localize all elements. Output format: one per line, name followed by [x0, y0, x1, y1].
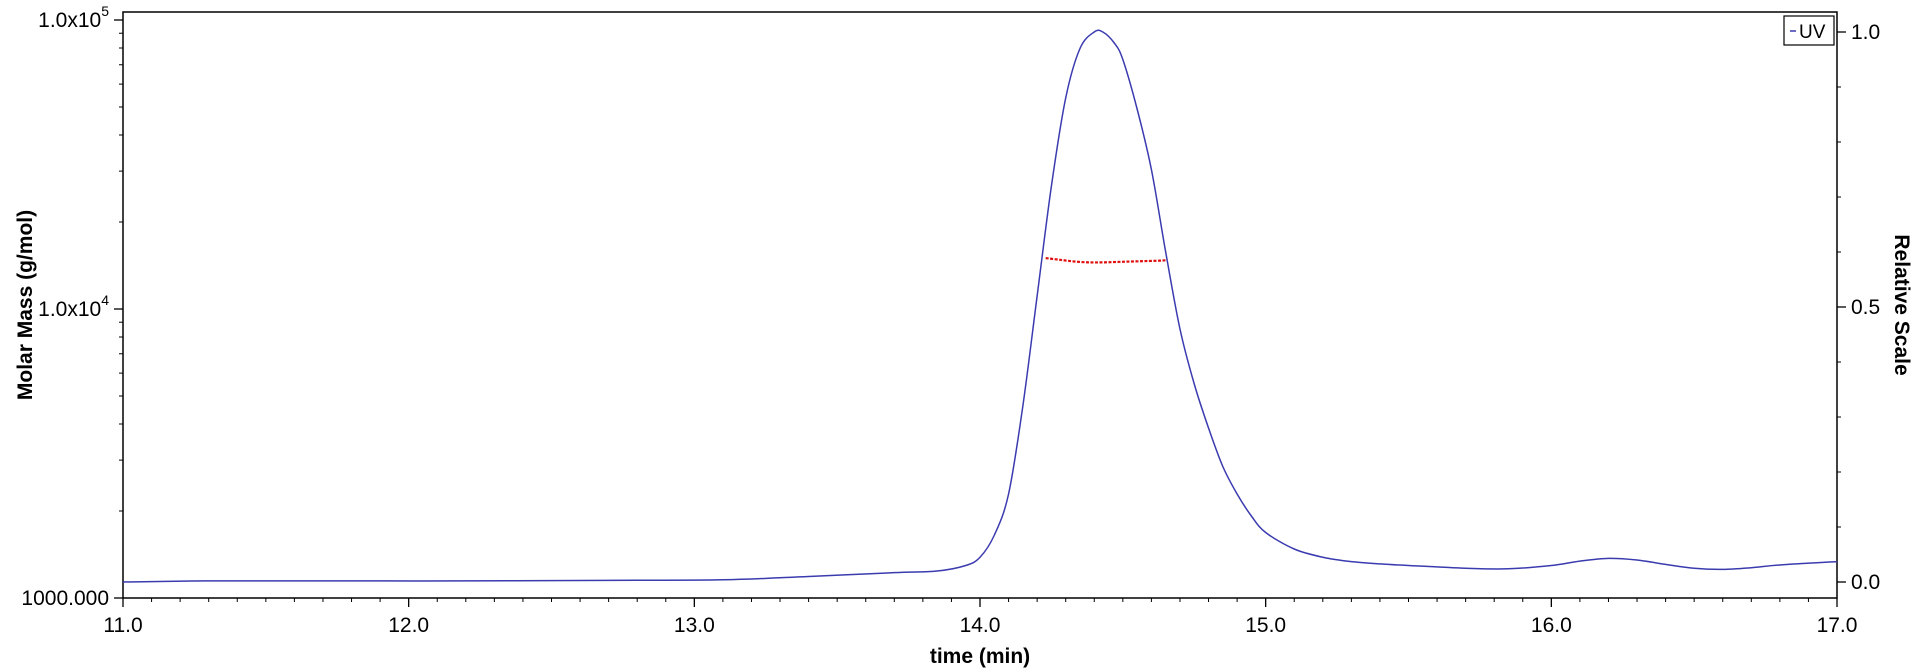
minor-ticks — [119, 31, 1841, 602]
x-tick-label: 15.0 — [1245, 614, 1286, 637]
legend-label-uv: UV — [1799, 22, 1826, 43]
legend: UV — [1783, 15, 1835, 46]
y-right-tick-labels: 0.0 0.5 1.0 — [1851, 21, 1880, 594]
x-axis-title: time (min) — [930, 645, 1030, 668]
x-tick-label: 11.0 — [103, 614, 142, 637]
y-right-tick-label: 0.0 — [1851, 571, 1880, 594]
series-uv-line — [122, 29, 1838, 583]
y-right-tick-label: 1.0 — [1851, 21, 1880, 44]
major-ticks — [114, 19, 1846, 607]
x-tick-label: 13.0 — [674, 614, 715, 637]
y-left-tick-label: 1.0x105 — [38, 3, 109, 32]
series-layer — [122, 29, 1838, 583]
x-tick-label: 17.0 — [1817, 614, 1858, 637]
series-molar-mass-line — [1045, 257, 1166, 264]
x-tick-labels: 11.0 12.0 13.0 14.0 15.0 16.0 17.0 — [103, 614, 1857, 637]
y-left-tick-label: 1000.000 — [21, 587, 109, 610]
x-tick-label: 12.0 — [388, 614, 429, 637]
y-right-tick-label: 0.5 — [1851, 296, 1880, 319]
y-left-axis-title: Molar Mass (g/mol) — [14, 210, 37, 400]
y-left-tick-label: 1.0x104 — [38, 292, 109, 321]
x-tick-label: 16.0 — [1531, 614, 1572, 637]
plot-frame — [122, 11, 1838, 599]
x-tick-label: 14.0 — [960, 614, 1001, 637]
y-right-axis-title: Relative Scale — [1890, 234, 1913, 375]
y-left-tick-labels: 1000.000 1.0x104 1.0x105 — [21, 3, 109, 610]
